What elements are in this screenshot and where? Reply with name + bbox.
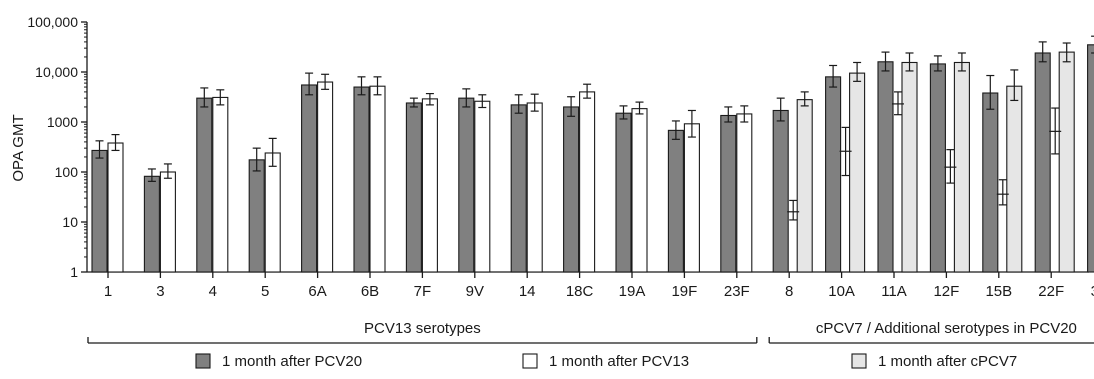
- bar: [737, 114, 752, 272]
- bar: [684, 124, 699, 272]
- bar: [1035, 53, 1050, 272]
- bar: [580, 92, 595, 272]
- legend: 1 month after PCV20 1 month after PCV13 1 …: [196, 353, 1017, 370]
- bars: [92, 45, 1094, 272]
- bar: [616, 113, 631, 272]
- legend-swatch: [523, 354, 537, 368]
- bar: [721, 115, 736, 272]
- x-tick-label: 18C: [566, 283, 594, 300]
- bar: [318, 82, 333, 272]
- legend-label: 1 month after PCV20: [222, 353, 362, 370]
- bar: [511, 105, 526, 272]
- bar: [983, 93, 998, 272]
- x-tick-label: 14: [519, 283, 536, 300]
- bar: [213, 97, 228, 272]
- x-tick-label: 9V: [466, 283, 484, 300]
- bar: [773, 110, 788, 272]
- legend-label: 1 month after cPCV7: [878, 353, 1017, 370]
- y-tick-label: 1000: [47, 114, 78, 130]
- x-tick-label: 10A: [828, 283, 855, 300]
- bar: [108, 143, 123, 272]
- bar: [826, 77, 841, 272]
- legend-swatch: [852, 354, 866, 368]
- x-tick-label: 12F: [933, 283, 959, 300]
- x-tick-label: 19F: [671, 283, 697, 300]
- x-tick-labels: 1 3 4 5 6A 6B 7F 9V 14 18C 19A 19F 23F 8 10A 11A 12F 15B 2…: [104, 272, 1094, 300]
- y-tick-label: 1: [70, 264, 78, 280]
- y-tick-label: 100: [55, 164, 79, 180]
- group-brackets: PCV13 serotypes cPCV7 / Additional seroty…: [88, 320, 1094, 343]
- x-tick-label: 8: [785, 283, 793, 300]
- bar: [1059, 52, 1074, 272]
- x-tick-label: 19A: [619, 283, 646, 300]
- bar: [144, 176, 159, 272]
- x-tick-label: 6A: [308, 283, 326, 300]
- x-tick-label: 11A: [881, 283, 907, 300]
- legend-label: 1 month after PCV13: [549, 353, 689, 370]
- bar: [265, 153, 280, 272]
- x-tick-label: 22F: [1038, 283, 1064, 300]
- legend-swatch: [196, 354, 210, 368]
- bar: [632, 109, 647, 272]
- bar: [459, 98, 474, 272]
- x-tick-label: 23F: [724, 283, 750, 300]
- bar: [354, 87, 369, 272]
- bar: [370, 86, 385, 272]
- x-tick-label: 5: [261, 283, 269, 300]
- bar: [527, 103, 542, 272]
- bar: [1007, 86, 1022, 272]
- bar: [902, 62, 917, 272]
- axes: 1 10 100 1000 10,000 100,000: [27, 14, 1089, 280]
- x-tick-label: 15B: [985, 283, 1012, 300]
- bar: [249, 160, 264, 272]
- x-tick-label: 6B: [361, 283, 379, 300]
- bar: [797, 100, 812, 272]
- x-tick-label: 3: [156, 283, 164, 300]
- bar: [1088, 45, 1094, 272]
- bar: [406, 103, 421, 272]
- bar: [564, 107, 579, 272]
- bar: [850, 73, 865, 272]
- y-axis-title: OPA GMT: [10, 114, 27, 181]
- bar: [878, 62, 893, 272]
- bar: [930, 64, 945, 272]
- group-label: cPCV7 / Additional serotypes in PCV20: [816, 320, 1077, 337]
- group-label: PCV13 serotypes: [364, 320, 481, 337]
- bar: [954, 62, 969, 272]
- bar: [197, 98, 212, 272]
- y-tick-label: 100,000: [27, 14, 78, 30]
- x-tick-label: 4: [209, 283, 217, 300]
- bar: [668, 130, 683, 272]
- bar: [160, 172, 175, 272]
- y-tick-label: 10,000: [35, 64, 78, 80]
- y-tick-label: 10: [62, 214, 78, 230]
- x-tick-label: 1: [104, 283, 112, 300]
- bar: [422, 99, 437, 272]
- bar: [92, 150, 107, 272]
- bar: [475, 101, 490, 272]
- bar: [302, 85, 317, 272]
- x-tick-label: 7F: [414, 283, 432, 300]
